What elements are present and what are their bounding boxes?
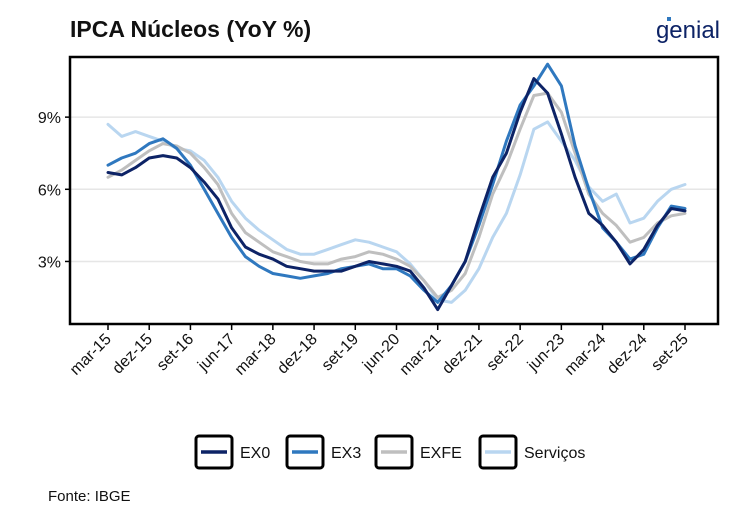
x-tick-label: dez-21 <box>439 331 486 378</box>
series-line-ex0 <box>106 77 687 312</box>
legend-item-ex0: EX0 <box>194 434 270 470</box>
legend-item-exfe: EXFE <box>374 434 462 470</box>
x-tick-label: mar-18 <box>232 331 280 379</box>
legend-item-servicos: Serviços <box>478 434 585 470</box>
x-tick-label: mar-24 <box>562 331 610 379</box>
legend-label: EXFE <box>420 445 462 462</box>
logo-accent-mark <box>667 17 671 21</box>
series-layer <box>106 62 687 312</box>
y-tick-label: 6% <box>38 182 61 199</box>
x-tick-label: jun-17 <box>194 331 238 375</box>
x-tick-label: set-19 <box>319 331 363 375</box>
plot-frame <box>68 55 720 326</box>
grid-lines <box>70 116 718 263</box>
x-tick-label: jun-20 <box>359 331 403 375</box>
source-note: Fonte: IBGE <box>48 488 131 505</box>
chart-title: IPCA Núcleos (YoY %) <box>70 16 312 42</box>
x-tick-label: mar-21 <box>397 331 445 379</box>
series-line-ex3 <box>106 62 687 304</box>
logo-text: genial <box>656 17 720 44</box>
x-tick-label: dez-24 <box>604 331 651 378</box>
x-tick-label: set-25 <box>648 331 692 375</box>
x-tick-label: jun-23 <box>524 331 568 375</box>
x-tick-label: dez-18 <box>274 331 321 378</box>
legend: EX0 EX3 EXFE Serviços <box>194 434 585 470</box>
x-axis: mar-15dez-15set-16jun-17mar-18dez-18set-… <box>67 324 692 379</box>
legend-label: EX3 <box>331 445 361 462</box>
x-tick-label: set-16 <box>154 331 198 375</box>
legend-label: Serviços <box>524 445 585 462</box>
y-tick-label: 9% <box>38 110 61 127</box>
y-axis: 3% 6% 9% <box>38 110 70 271</box>
legend-label: EX0 <box>240 445 270 462</box>
series-line-exfe <box>106 91 687 299</box>
legend-item-ex3: EX3 <box>285 434 361 470</box>
x-tick-label: dez-15 <box>109 331 156 378</box>
x-tick-label: set-22 <box>484 331 528 375</box>
genial-logo: genial <box>642 14 722 49</box>
y-tick-label: 3% <box>38 254 61 271</box>
x-tick-label: mar-15 <box>67 331 115 379</box>
